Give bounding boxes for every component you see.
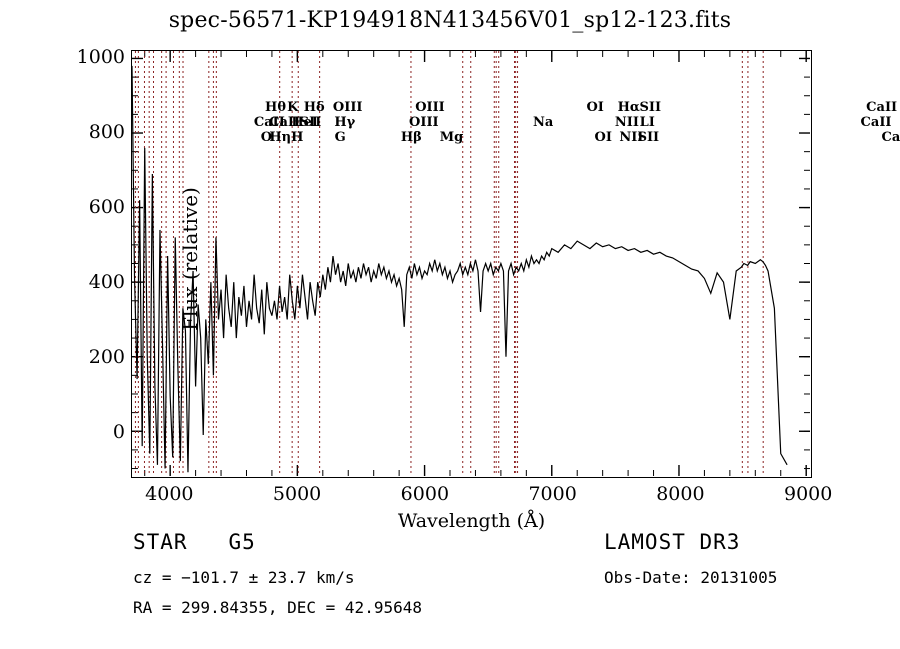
y-tick-label: 0 — [112, 420, 125, 443]
spectrum-plot: O CaII Hθ Hη CaII K H HeI Hδ SII G Hγ OIII Hβ OIII OIII… — [131, 50, 900, 478]
line-label: CaII — [860, 115, 892, 130]
redshift-velocity: cz = −101.7 ± 23.7 km/s — [133, 568, 355, 587]
coordinates: RA = 299.84355, DEC = 42.95648 — [133, 598, 422, 617]
x-tick-label: 5000 — [272, 483, 322, 505]
y-tick-label: 200 — [88, 345, 125, 368]
axis-major-ticks — [132, 51, 810, 476]
plot-canvas — [131, 51, 811, 477]
line-marker-rules — [134, 51, 764, 476]
x-tick-label: 8000 — [656, 483, 705, 505]
x-tick-label: 4000 — [145, 483, 194, 505]
y-axis-tick-labels: 0 200 400 600 800 1000 — [61, 46, 125, 478]
object-type-and-class: STAR G5 — [133, 530, 256, 554]
footer-info: STAR G5 cz = −101.7 ± 23.7 km/s RA = 299… — [0, 528, 900, 648]
survey-name: LAMOST DR3 — [604, 530, 741, 554]
observation-date: Obs-Date: 20131005 — [604, 568, 778, 587]
object-type: STAR — [133, 530, 188, 554]
x-tick-label: 7000 — [528, 483, 577, 505]
x-axis-title: Wavelength (Å) — [397, 510, 546, 532]
spectrum-trace — [131, 65, 788, 473]
spectrum-svg — [131, 51, 810, 476]
y-axis-title: Flux (relative) — [178, 187, 202, 331]
x-tick-label: 6000 — [400, 483, 450, 505]
spectral-class: G5 — [228, 530, 256, 554]
x-tick-label: 9000 — [783, 483, 833, 505]
y-tick-label: 800 — [88, 120, 125, 143]
line-label: CaII — [881, 130, 900, 145]
y-tick-label: 400 — [88, 270, 125, 293]
x-axis-tick-labels: 4000 5000 6000 7000 8000 9000 — [131, 483, 832, 511]
y-tick-label: 1000 — [76, 45, 125, 68]
line-label: CaII — [866, 100, 898, 115]
y-tick-label: 600 — [88, 195, 125, 218]
page-title: spec-56571-KP194918N413456V01_sp12-123.f… — [168, 8, 732, 33]
